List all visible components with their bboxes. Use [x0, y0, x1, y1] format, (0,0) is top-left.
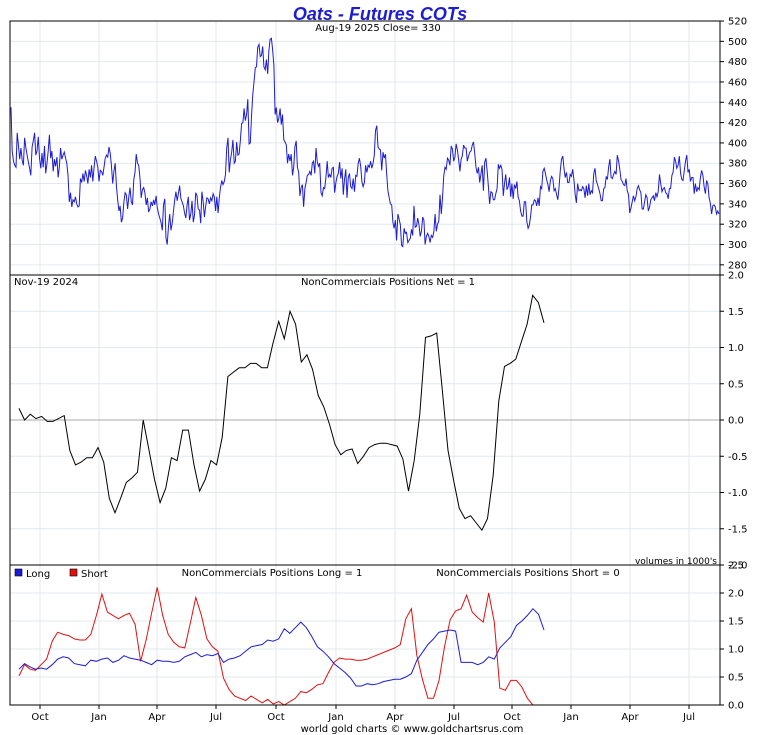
long-panel-title: NonCommercials Positions Long = 1 — [182, 568, 363, 579]
net-positions-line — [18, 294, 545, 532]
y-tick-label: 0.5 — [728, 379, 744, 390]
volumes-note: volumes in 1000's — [635, 557, 717, 567]
legend: Long Short — [14, 568, 108, 580]
y-tick-label: 480 — [728, 57, 747, 68]
y-tick-label: 2.0 — [728, 589, 744, 600]
x-tick-label: Jul — [447, 712, 460, 723]
short-panel-title: NonCommercials Positions Short = 0 — [436, 568, 619, 579]
x-tick-label: Apr — [386, 712, 404, 723]
y-tick-label: -0.5 — [728, 452, 748, 463]
y-tick-label: 0.0 — [728, 416, 744, 427]
legend-long-label: Long — [26, 569, 50, 580]
long-short-gridlines — [10, 564, 720, 706]
x-tick-label: Apr — [148, 712, 166, 723]
price-frame — [9, 20, 721, 276]
x-tick-label: Jan — [90, 712, 106, 723]
y-tick-label: 520 — [728, 17, 747, 28]
legend-short-swatch — [69, 568, 78, 577]
y-tick-label: -1.5 — [728, 524, 748, 535]
y-tick-label: 460 — [728, 77, 747, 88]
price-gridlines — [10, 20, 720, 275]
y-tick-label: 360 — [728, 179, 747, 190]
footer-credit: world gold charts © www.goldchartsrus.co… — [301, 724, 524, 735]
y-tick-label: 1.0 — [728, 645, 744, 656]
long-positions-line — [18, 607, 545, 687]
y-tick-label: 0.0 — [728, 701, 744, 712]
net-panel-title: NonCommercials Positions Net = 1 — [301, 277, 475, 288]
long-short-y-axis: 0.0 0.5 1.0 1.5 2.0 2.5 — [720, 561, 744, 712]
y-tick-label: -2.0 — [728, 561, 748, 572]
long-short-x-axis: Oct Jan Apr Jul Oct Jan Apr Jul Oct Jan Apr Jul — [31, 705, 695, 723]
legend-short-label: Short — [81, 569, 108, 580]
x-tick-label: Oct — [503, 712, 520, 723]
y-tick-label: 1.5 — [728, 307, 744, 318]
y-tick-label: -1.0 — [728, 488, 748, 499]
y-tick-label: 2.0 — [728, 271, 744, 282]
y-tick-label: 280 — [728, 260, 747, 271]
y-tick-label: 2.5 — [728, 561, 744, 572]
y-tick-label: 500 — [728, 37, 747, 48]
long-short-frame — [9, 564, 721, 706]
net-date-label: Nov-19 2024 — [14, 277, 78, 288]
long-short-panel: 0.0 0.5 1.0 1.5 2.0 2.5 Oct Jan Apr Jul Oct Jan Apr… — [9, 561, 744, 723]
x-tick-label: Jul — [209, 712, 222, 723]
net-y-axis: -2.0 -1.5 -1.0 -0.5 0.0 0.5 1.0 1.5 2.0 — [720, 271, 748, 572]
x-tick-label: Jan — [327, 712, 343, 723]
price-panel-title: Aug-19 2025 Close= 330 — [315, 23, 441, 34]
net-positions-panel: -2.0 -1.5 -1.0 -0.5 0.0 0.5 1.0 1.5 2.0 Nov-19 2… — [9, 271, 748, 572]
x-tick-label: Oct — [31, 712, 48, 723]
y-tick-label: 340 — [728, 199, 747, 210]
y-tick-label: 400 — [728, 138, 747, 149]
y-tick-label: 320 — [728, 220, 747, 231]
y-tick-label: 1.0 — [728, 343, 744, 354]
y-tick-label: 440 — [728, 98, 747, 109]
price-line — [10, 37, 720, 248]
y-tick-label: 420 — [728, 118, 747, 129]
legend-long-swatch — [14, 568, 23, 577]
y-tick-label: 300 — [728, 240, 747, 251]
y-tick-label: 380 — [728, 159, 747, 170]
x-tick-label: Jul — [682, 712, 695, 723]
y-tick-label: 1.5 — [728, 617, 744, 628]
x-tick-label: Oct — [267, 712, 284, 723]
price-panel: 280300320340360380400420440460480500520 … — [9, 17, 747, 276]
price-y-axis: 280 300 320 340 360 380 400 420 440 460 480 500 520 — [720, 17, 747, 271]
x-tick-label: Jan — [562, 712, 578, 723]
chart-title: Oats - Futures COTs — [293, 4, 467, 24]
short-positions-line — [18, 587, 544, 706]
x-tick-label: Apr — [621, 712, 639, 723]
y-tick-label: 0.5 — [728, 673, 744, 684]
